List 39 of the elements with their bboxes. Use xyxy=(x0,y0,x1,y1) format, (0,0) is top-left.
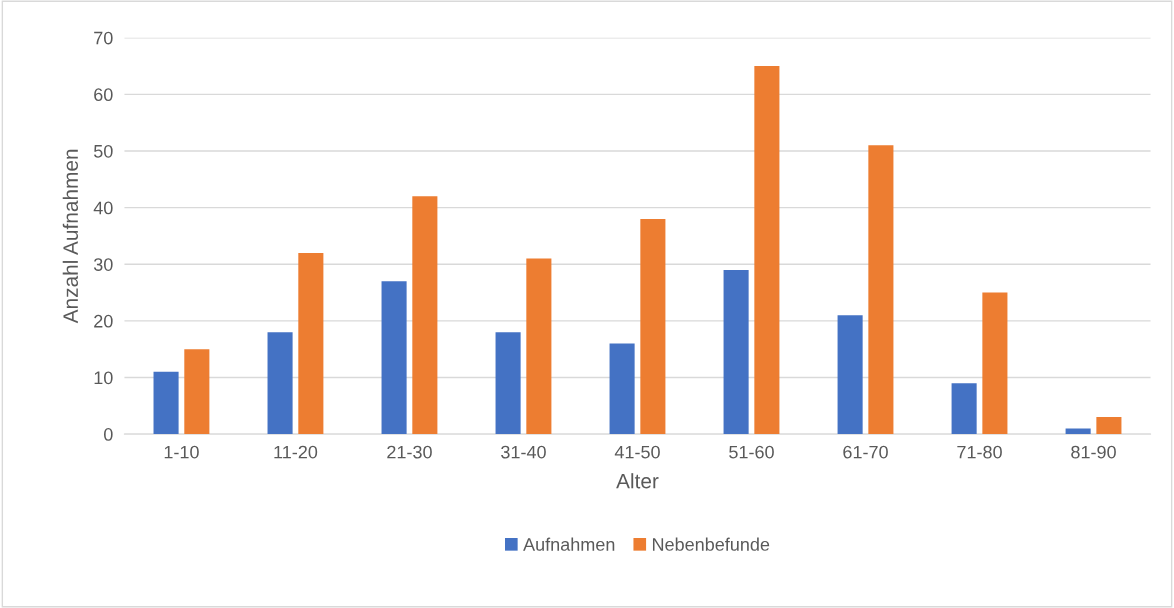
y-tick-label: 20 xyxy=(94,314,113,328)
bar xyxy=(381,281,407,435)
bar xyxy=(1065,428,1091,435)
bar xyxy=(184,349,210,435)
x-tick-label: 71-80 xyxy=(957,445,1002,459)
legend-label: Aufnahmen xyxy=(523,537,615,551)
legend-label: Nebenbefunde xyxy=(652,537,770,551)
bar xyxy=(723,269,749,435)
bar xyxy=(868,145,894,435)
x-tick-label: 51-60 xyxy=(729,445,774,459)
y-tick-label: 30 xyxy=(93,258,113,271)
bar xyxy=(1096,417,1122,435)
x-tick-label: 1-10 xyxy=(164,445,199,459)
x-tick-label: 11-20 xyxy=(274,445,318,459)
y-tick-label: 60 xyxy=(94,88,113,102)
x-tick-label: 61-70 xyxy=(843,445,888,459)
bar xyxy=(526,258,552,435)
bar xyxy=(495,332,521,435)
bar xyxy=(267,332,293,435)
y-axis-title: Anzahl Aufnahmen xyxy=(62,149,79,324)
x-tick-label: 81-90 xyxy=(1071,445,1116,459)
bar xyxy=(298,252,324,435)
bar xyxy=(640,218,666,435)
y-tick-label: 70 xyxy=(94,31,113,45)
bar xyxy=(837,315,863,435)
bar xyxy=(412,196,438,435)
bar xyxy=(609,343,635,435)
x-axis-title: Alter xyxy=(616,473,659,489)
x-tick-label: 21-30 xyxy=(387,445,432,459)
bar xyxy=(754,66,780,435)
x-tick-label: 31-40 xyxy=(501,445,546,459)
y-tick-label: 0 xyxy=(104,428,113,441)
y-tick-label: 50 xyxy=(93,144,113,158)
bar xyxy=(982,292,1008,435)
bar xyxy=(153,371,179,435)
bar xyxy=(951,383,977,435)
x-tick-label: 41-50 xyxy=(614,445,660,459)
y-tick-label: 40 xyxy=(93,201,113,215)
y-tick-label: 10 xyxy=(94,371,113,385)
